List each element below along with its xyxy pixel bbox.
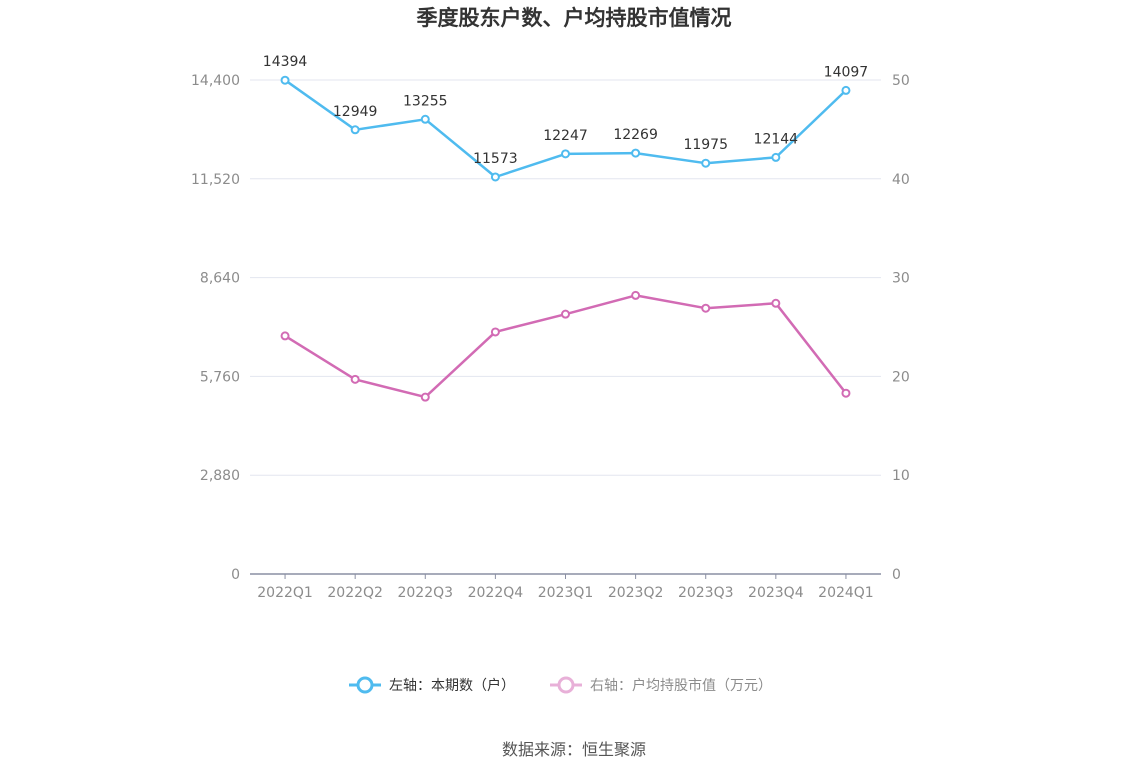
- chart-title: 季度股东户数、户均持股市值情况: [417, 6, 732, 30]
- x-axis-tick-label: 2023Q1: [538, 585, 594, 601]
- x-axis-tick-label: 2023Q2: [608, 585, 664, 601]
- left-axis-tick-label: 2,880: [200, 468, 240, 484]
- point-market-value: [841, 388, 851, 398]
- point-holders: [841, 85, 851, 95]
- point-market-value: [280, 331, 290, 341]
- point-market-value: [561, 309, 570, 319]
- legend-item-right[interactable]: 右轴：户均持股市值（万元）: [550, 676, 772, 694]
- point-market-value: [631, 290, 641, 300]
- left-axis-tick-label: 8,640: [200, 271, 240, 287]
- point-holders: [490, 172, 500, 182]
- legend-label-right: 右轴：户均持股市值（万元）: [590, 677, 772, 694]
- legend-marker-left: [356, 676, 374, 694]
- left-axis-tick-label: 0: [231, 567, 240, 583]
- point-holders: [701, 158, 711, 168]
- point-market-value: [420, 392, 430, 402]
- point-market-value: [350, 374, 360, 384]
- x-axis-tick-label: 2024Q1: [818, 585, 874, 601]
- data-label: 11573: [473, 151, 518, 167]
- point-holders: [561, 149, 570, 159]
- point-holders: [350, 125, 360, 135]
- point-market-value: [701, 303, 711, 313]
- x-axis-tick-label: 2022Q3: [397, 585, 453, 601]
- axes: 0 0 2,880 10 5,760 20 8,640 30 11,520 40 14,400 50 2…: [191, 73, 910, 601]
- point-holders: [420, 114, 430, 124]
- source-note: 数据来源：恒生聚源: [502, 740, 646, 759]
- data-label: 12949: [333, 104, 378, 120]
- x-axis-tick-label: 2022Q1: [257, 585, 313, 601]
- point-market-value: [490, 327, 500, 337]
- right-axis-tick-label: 30: [892, 271, 910, 287]
- legend-marker-right: [557, 676, 575, 694]
- x-axis-tick-label: 2022Q2: [327, 585, 383, 601]
- point-holders: [771, 152, 781, 162]
- left-axis-tick-label: 5,760: [200, 369, 240, 385]
- x-axis-tick-label: 2023Q3: [678, 585, 734, 601]
- legend[interactable]: 左轴：本期数（户） 右轴：户均持股市值（万元）: [349, 676, 772, 694]
- right-axis-tick-label: 10: [892, 468, 910, 484]
- point-holders: [631, 148, 641, 158]
- legend-item-left[interactable]: 左轴：本期数（户）: [349, 676, 515, 694]
- series-layer: [280, 75, 851, 402]
- data-labels: 14394 12949 13255 11573 12247 12269 11975 12144…: [263, 54, 868, 167]
- point-market-value: [771, 298, 781, 308]
- data-label: 14394: [263, 54, 308, 70]
- x-axis-tick-label: 2023Q4: [748, 585, 804, 601]
- right-axis-tick-label: 50: [892, 73, 910, 89]
- right-axis-tick-label: 20: [892, 369, 910, 385]
- point-holders: [280, 75, 290, 85]
- data-label: 12144: [754, 131, 799, 147]
- x-axis-tick-label: 2022Q4: [468, 585, 524, 601]
- left-axis-tick-label: 11,520: [191, 172, 240, 188]
- data-label: 11975: [683, 137, 728, 153]
- left-axis-tick-label: 14,400: [191, 73, 240, 89]
- data-label: 12247: [543, 128, 588, 144]
- right-axis-tick-label: 0: [892, 567, 901, 583]
- data-label: 14097: [824, 64, 869, 80]
- legend-label-left: 左轴：本期数（户）: [389, 677, 515, 694]
- right-axis-tick-label: 40: [892, 172, 910, 188]
- data-label: 12269: [613, 127, 658, 143]
- data-label: 13255: [403, 93, 448, 109]
